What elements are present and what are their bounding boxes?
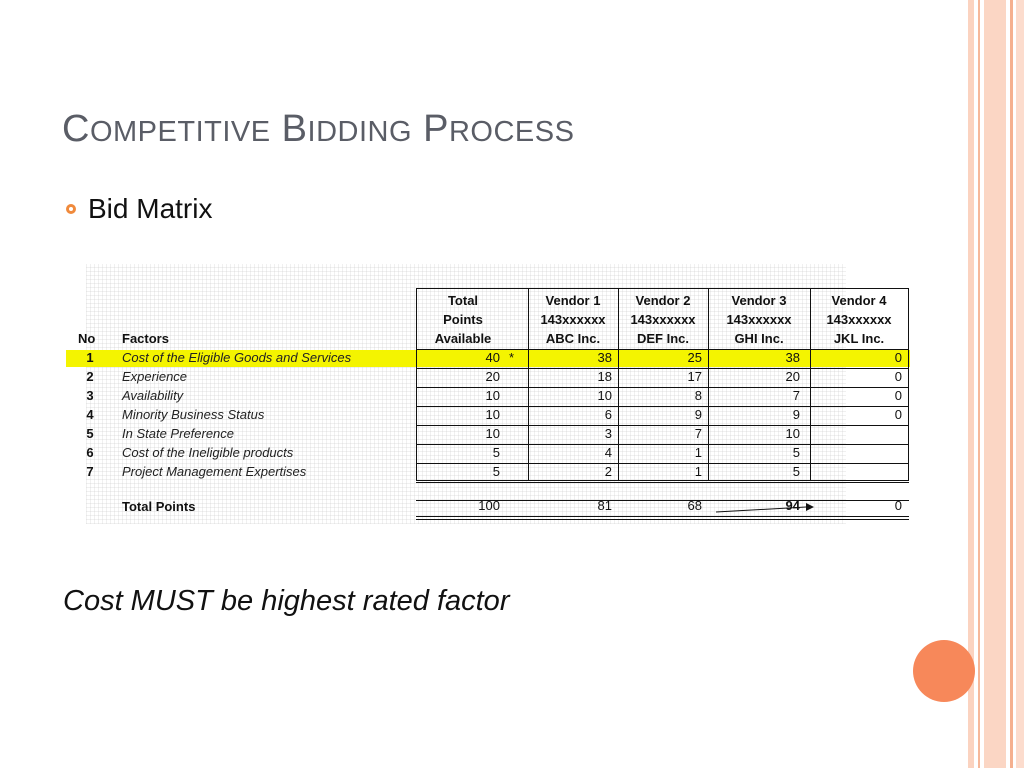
vendor-1-header-line-1: Vendor 1	[545, 293, 601, 308]
row-1-vendor-4: 0	[894, 350, 902, 365]
row-3-vendor-2: 8	[694, 388, 702, 403]
bullet-circle-icon	[66, 204, 76, 214]
vendor-3-header-line-3: GHI Inc.	[734, 331, 784, 346]
row-3-total: 10	[485, 388, 500, 403]
grid-line	[416, 516, 909, 517]
decorative-circle	[913, 640, 975, 702]
row-7-vendor-2: 1	[694, 464, 702, 479]
row-1-no: 1	[86, 350, 94, 365]
row-1-total: 40	[485, 350, 500, 365]
row-1-mark: *	[509, 350, 515, 365]
row-2-vendor-1: 18	[597, 369, 612, 384]
grid-line	[618, 288, 619, 480]
row-1-vendor-2: 25	[687, 350, 702, 365]
grid-line	[416, 288, 909, 289]
row-4-vendor-1: 6	[604, 407, 612, 422]
row-2-factor: Experience	[122, 369, 188, 384]
totals-vendor-1: 81	[597, 498, 612, 513]
grid-line	[416, 500, 909, 501]
decorative-stripes	[968, 0, 1024, 768]
bid-matrix: No Factors Total Points Available Vendor…	[66, 264, 912, 526]
row-3-vendor-3: 7	[792, 388, 800, 403]
highlight-row	[66, 350, 910, 367]
grid-line	[416, 444, 909, 445]
vendor-4-header-line-2: 143xxxxxx	[826, 312, 892, 327]
row-5-no: 5	[86, 426, 94, 441]
grid-line	[810, 288, 811, 480]
row-6-vendor-3: 5	[792, 445, 800, 460]
grid-line	[708, 288, 709, 480]
totals-vendor-3: 94	[785, 498, 800, 513]
vendor-3-header-line-1: Vendor 3	[731, 293, 787, 308]
grid-line	[416, 288, 417, 480]
row-4-total: 10	[485, 407, 500, 422]
totals-vendor-4: 0	[894, 498, 902, 513]
grid-line	[908, 288, 909, 480]
header-total-line3: Available	[434, 331, 492, 346]
row-7-factor: Project Management Expertises	[122, 464, 307, 479]
row-7-vendor-3: 5	[792, 464, 800, 479]
vendor-1-header-line-2: 143xxxxxx	[540, 312, 606, 327]
row-5-vendor-1: 3	[604, 426, 612, 441]
row-7-total: 5	[492, 464, 500, 479]
row-4-no: 4	[86, 407, 94, 422]
row-7-vendor-1: 2	[604, 464, 612, 479]
totals-available: 100	[478, 498, 500, 513]
row-1-vendor-3: 38	[785, 350, 800, 365]
grid-line	[416, 387, 909, 388]
row-5-total: 10	[485, 426, 500, 441]
row-5-vendor-2: 7	[694, 426, 702, 441]
vendor-2-header-line-1: Vendor 2	[635, 293, 691, 308]
row-6-vendor-2: 1	[694, 445, 702, 460]
row-5-factor: In State Preference	[122, 426, 235, 441]
grid-line	[416, 463, 909, 464]
row-2-vendor-3: 20	[785, 369, 800, 384]
grid-line	[416, 482, 909, 483]
grid-line	[416, 349, 909, 350]
row-6-factor: Cost of the Ineligible products	[122, 445, 294, 460]
grid-line	[416, 480, 909, 481]
totals-vendor-2: 68	[687, 498, 702, 513]
slide-title: COMPETITIVE BIDDING PROCESS	[62, 108, 575, 150]
row-4-vendor-3: 9	[792, 407, 800, 422]
header-no: No	[78, 331, 96, 346]
grid-line	[416, 425, 909, 426]
totals-label: Total Points	[122, 499, 196, 514]
row-1-vendor-1: 38	[597, 350, 612, 365]
vendor-1-header-line-3: ABC Inc.	[545, 331, 601, 346]
grid-line	[528, 288, 529, 480]
row-4-vendor-4: 0	[894, 407, 902, 422]
row-2-vendor-4: 0	[894, 369, 902, 384]
row-4-vendor-2: 9	[694, 407, 702, 422]
row-6-no: 6	[86, 445, 94, 460]
row-4-factor: Minority Business Status	[122, 407, 265, 422]
row-6-total: 5	[492, 445, 500, 460]
vendor-2-header-line-3: DEF Inc.	[636, 331, 689, 346]
row-3-vendor-1: 10	[597, 388, 612, 403]
arrow-icon	[716, 503, 814, 513]
row-5-vendor-3: 10	[785, 426, 800, 441]
header-total-line2: Points	[443, 312, 483, 327]
grid-line	[416, 406, 909, 407]
vendor-2-header-line-2: 143xxxxxx	[630, 312, 696, 327]
row-2-no: 2	[86, 369, 94, 384]
vendor-4-header-line-3: JKL Inc.	[833, 331, 885, 346]
row-2-vendor-2: 17	[687, 369, 702, 384]
row-3-vendor-4: 0	[894, 388, 902, 403]
row-1-factor: Cost of the Eligible Goods and Services	[122, 350, 352, 365]
grid-line	[416, 519, 909, 520]
slide-note: Cost MUST be highest rated factor	[63, 585, 510, 617]
row-6-vendor-1: 4	[604, 445, 612, 460]
row-2-total: 20	[485, 369, 500, 384]
header-factors: Factors	[122, 331, 169, 346]
header-total-line1: Total	[447, 293, 479, 308]
bullet-text: Bid Matrix	[88, 193, 213, 224]
vendor-4-header-line-1: Vendor 4	[831, 293, 887, 308]
row-7-no: 7	[86, 464, 94, 479]
row-3-no: 3	[86, 388, 94, 403]
bullet-item: Bid Matrix	[66, 193, 212, 225]
row-3-factor: Availability	[122, 388, 184, 403]
grid-line	[416, 368, 909, 369]
vendor-3-header-line-2: 143xxxxxx	[726, 312, 792, 327]
